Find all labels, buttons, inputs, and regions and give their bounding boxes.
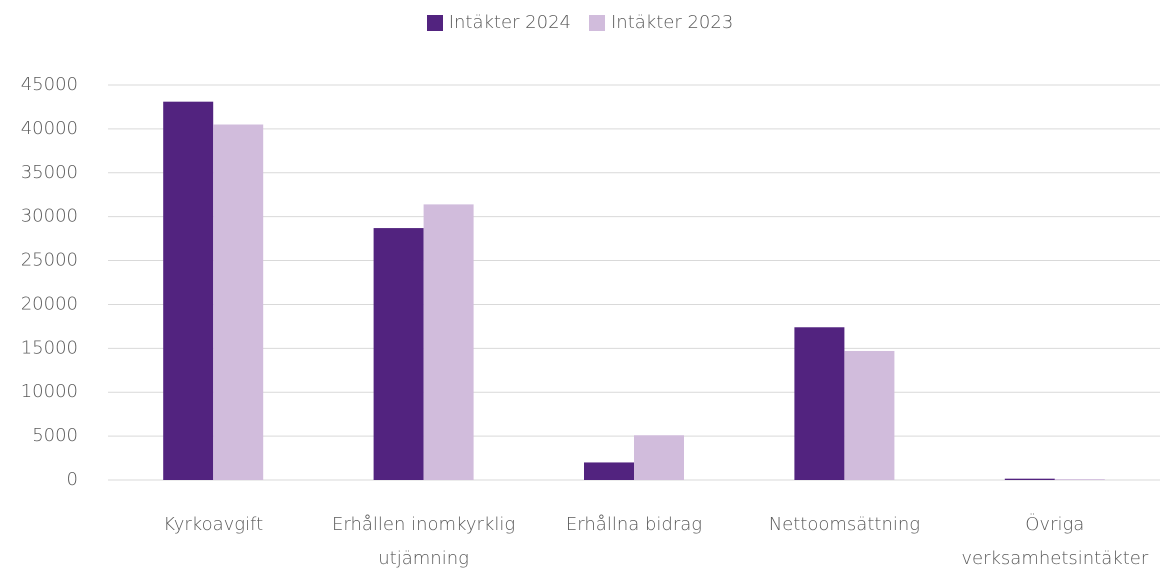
bar: [844, 350, 895, 480]
y-tick-label: 5000: [32, 425, 78, 446]
bar: [213, 124, 264, 480]
legend-item: Intäkter 2023: [589, 12, 733, 33]
y-tick-label: 45000: [21, 74, 78, 95]
legend-item: Intäkter 2024: [426, 12, 571, 33]
legend-label: Intäkter 2023: [611, 12, 734, 33]
y-tick-label: 15000: [21, 337, 78, 358]
bar: [1004, 478, 1055, 480]
y-tick-label: 10000: [21, 381, 78, 402]
bar: [423, 204, 474, 480]
legend-label: Intäkter 2024: [448, 12, 571, 33]
y-tick-label: 30000: [21, 206, 78, 227]
legend-swatch: [426, 14, 443, 31]
bar: [584, 462, 634, 480]
bar: [373, 228, 424, 480]
y-tick-label: 20000: [21, 293, 78, 314]
x-tick-label: Övriga verksamhetsintäkter: [961, 514, 1149, 568]
y-tick-label: 25000: [21, 250, 78, 271]
y-tick-label: 40000: [21, 118, 78, 139]
x-tick-label: Erhållna bidrag: [565, 514, 703, 535]
y-tick-label: 0: [67, 469, 78, 490]
bar: [1054, 479, 1105, 480]
x-tick-label: Nettoomsättning: [768, 514, 921, 535]
bar: [794, 327, 845, 480]
legend: Intäkter 2024 Intäkter 2023: [0, 12, 1160, 33]
legend-swatch: [589, 14, 605, 31]
x-tick-label: Kyrkoavgift: [163, 514, 264, 535]
bar: [634, 435, 684, 480]
bar: [163, 101, 214, 480]
y-tick-label: 35000: [21, 162, 78, 183]
x-tick-label: Erhållen inomkyrklig utjämning: [332, 514, 516, 568]
